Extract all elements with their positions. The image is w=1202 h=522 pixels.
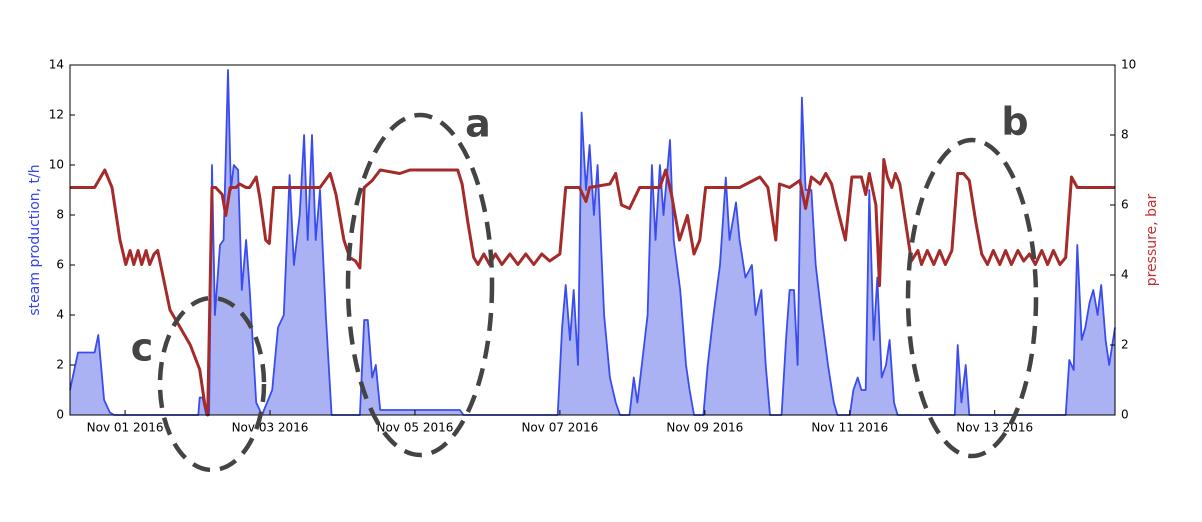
y-tick-label: 2 bbox=[56, 358, 64, 372]
annotation-ellipse bbox=[905, 137, 1039, 459]
line bbox=[69, 69, 1116, 416]
annotation-ellipse bbox=[157, 295, 267, 473]
y2-tick-label: 0 bbox=[1121, 408, 1129, 422]
plot-area: 0 2 4 6 8 10 12 14 0 2 4 6 8 10 Nov 01 2016 Nov 03 2016… bbox=[49, 58, 1137, 435]
x-tick-label: Nov 11 2016 bbox=[811, 421, 888, 435]
annotation-label: c bbox=[131, 326, 154, 370]
y2-axis-title: pressure, bar bbox=[1144, 193, 1160, 286]
y-tick-label: 10 bbox=[49, 158, 64, 172]
y2-tick-label: 6 bbox=[1121, 198, 1129, 212]
plot-frame bbox=[69, 64, 1116, 416]
y2-tick-label: 10 bbox=[1121, 58, 1136, 72]
x-tick-label: Nov 05 2016 bbox=[377, 421, 454, 435]
x-tick-label: Nov 03 2016 bbox=[232, 421, 309, 435]
annotation-label: a bbox=[465, 102, 491, 146]
y2-tick-label: 8 bbox=[1121, 128, 1129, 142]
line bbox=[70, 158, 1115, 417]
annotation-ellipse bbox=[345, 112, 495, 458]
x-tick-label: Nov 13 2016 bbox=[956, 421, 1033, 435]
x-tick-label: Nov 01 2016 bbox=[87, 421, 164, 435]
area-fill bbox=[70, 70, 1115, 415]
y2-tick-label: 4 bbox=[1121, 268, 1129, 282]
y-tick-label: 6 bbox=[56, 258, 64, 272]
x-tick-label: Nov 07 2016 bbox=[521, 421, 598, 435]
y2-tick-label: 2 bbox=[1121, 338, 1129, 352]
y-tick-label: 4 bbox=[56, 308, 64, 322]
annotation-label: b bbox=[1001, 100, 1028, 144]
y-tick-label: 0 bbox=[56, 408, 64, 422]
y-tick-label: 14 bbox=[49, 58, 64, 72]
x-tick-label: Nov 09 2016 bbox=[666, 421, 743, 435]
y-tick-label: 8 bbox=[56, 208, 64, 222]
y-tick-label: 12 bbox=[49, 108, 64, 122]
y-axis-title: steam production, t/h bbox=[27, 164, 43, 315]
